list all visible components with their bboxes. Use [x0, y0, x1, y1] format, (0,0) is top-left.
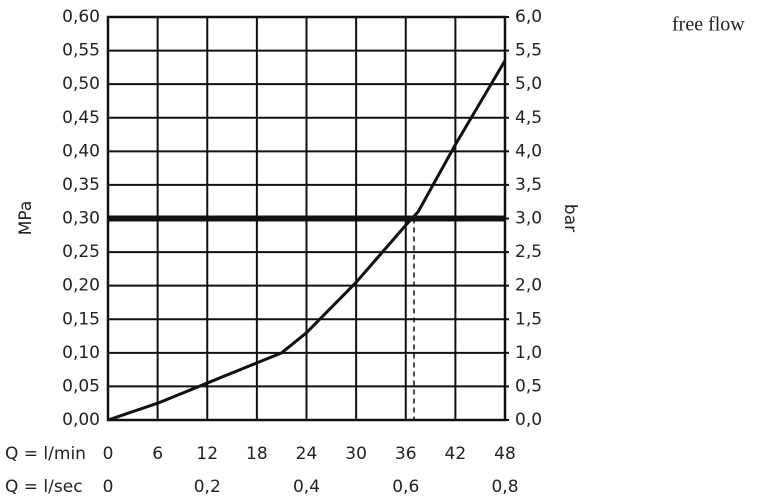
y2-tick-label: 4,5 — [515, 108, 542, 128]
annotation: free flow — [672, 14, 745, 36]
y2-tick-label: 5,5 — [515, 41, 542, 61]
y2-tick-label: 1,0 — [515, 343, 542, 363]
x-tick-label: 30 — [345, 444, 367, 464]
y2-tick-label: 3,0 — [515, 209, 542, 229]
y-tick-label: 0,20 — [62, 276, 100, 296]
x-tick-label: 6 — [152, 444, 163, 464]
y2-tick-label: 2,0 — [515, 276, 542, 296]
x2-tick-label: 0,4 — [293, 477, 320, 497]
y-axis-label: MPa — [16, 201, 36, 236]
y-tick-label: 0,45 — [62, 108, 100, 128]
y2-tick-label: 3,5 — [515, 175, 542, 195]
y-tick-label: 0,00 — [62, 410, 100, 430]
y2-tick-label: 0,5 — [515, 376, 542, 396]
y2-tick-label: 4,0 — [515, 141, 542, 161]
y-tick-label: 0,40 — [62, 141, 100, 161]
x2-axis-label: Q = l/sec — [5, 477, 83, 497]
y2-axis-label: bar — [560, 204, 580, 232]
x-tick-label: 42 — [445, 444, 467, 464]
data-line — [107, 59, 507, 422]
x-tick-label: 24 — [296, 444, 318, 464]
x-tick-label: 36 — [395, 444, 417, 464]
x2-tick-label: 0,8 — [491, 477, 518, 497]
y-tick-label: 0,25 — [62, 242, 100, 262]
x-axis-label: Q = l/min — [5, 444, 86, 464]
x-tick-label: 18 — [246, 444, 268, 464]
y2-tick-label: 6,0 — [515, 7, 542, 27]
y2-tick-label: 2,5 — [515, 242, 542, 262]
x-tick-label: 12 — [196, 444, 218, 464]
y-tick-label: 0,15 — [62, 309, 100, 329]
x2-tick-label: 0 — [103, 477, 114, 497]
y-tick-label: 0,35 — [62, 175, 100, 195]
x2-tick-label: 0,6 — [392, 477, 419, 497]
x2-tick-label: 0,2 — [194, 477, 221, 497]
y-tick-label: 0,50 — [62, 74, 100, 94]
y-tick-label: 0,60 — [62, 7, 100, 27]
y-tick-label: 0,05 — [62, 376, 100, 396]
x-tick-label: 0 — [103, 444, 114, 464]
y-tick-label: 0,10 — [62, 343, 100, 363]
y2-tick-label: 1,5 — [515, 309, 542, 329]
x-tick-label: 48 — [494, 444, 516, 464]
y2-tick-label: 5,0 — [515, 74, 542, 94]
y-tick-label: 0,30 — [62, 209, 100, 229]
y-tick-label: 0,55 — [62, 41, 100, 61]
y2-tick-label: 0,0 — [515, 410, 542, 430]
